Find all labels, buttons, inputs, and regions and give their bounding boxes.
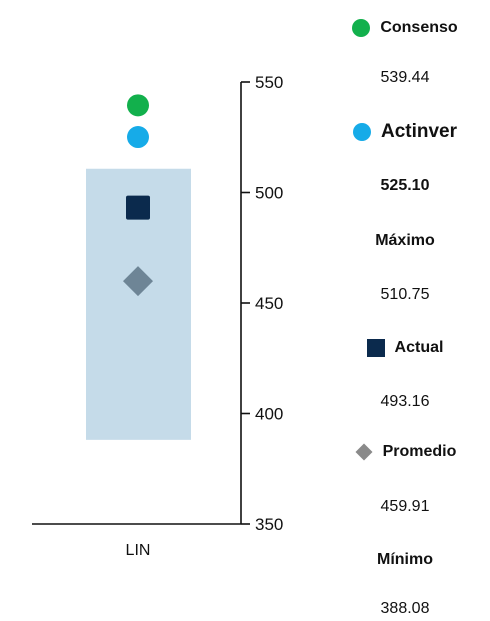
legend-label-minimo: Mínimo (377, 551, 433, 568)
point-consenso (127, 94, 149, 117)
legend-label-maximo: Máximo (375, 232, 435, 249)
legend-item-minimo: Mínimo (320, 546, 490, 574)
legend-value-actual: 493.16 (380, 393, 430, 410)
point-actinver (127, 126, 149, 149)
legend-label-actual: Actual (394, 339, 444, 356)
y-tick-label-550: 550 (255, 73, 283, 92)
legend-value-consenso: 539.44 (380, 69, 430, 86)
navy-square-icon (366, 339, 385, 357)
price-target-chart: 350 400 450 500 550 LIN (32, 73, 283, 559)
y-tick-label-500: 500 (255, 184, 283, 203)
legend-value-promedio: 459.91 (380, 498, 430, 515)
y-tick-label-350: 350 (255, 515, 283, 534)
legend-value-actinver: 525.10 (380, 177, 430, 194)
point-actual (126, 195, 150, 220)
legend-item-maximo: Máximo (320, 227, 490, 255)
legend-value-consenso-row: 539.44 (320, 64, 490, 92)
legend-value-maximo-row: 510.75 (320, 281, 490, 309)
y-tick-label-400: 400 (255, 405, 283, 424)
legend-label-actinver: Actinver (380, 121, 458, 142)
y-tick-label-450: 450 (255, 294, 283, 313)
legend-item-actual: Actual (320, 334, 490, 362)
legend-value-minimo: 388.08 (380, 600, 430, 617)
legend-value-promedio-row: 459.91 (320, 493, 490, 521)
legend-value-actual-row: 493.16 (320, 388, 490, 416)
legend: Consenso 539.44 Actinver 525.10 Máximo 5… (320, 0, 490, 618)
legend-label-consenso: Consenso (380, 19, 458, 36)
data-points (123, 94, 153, 297)
point-promedio (123, 266, 153, 297)
legend-label-promedio: Promedio (382, 443, 457, 460)
gray-diamond-icon (355, 443, 373, 461)
legend-value-actinver-row: 525.10 (320, 172, 490, 200)
blue-circle-icon (352, 123, 371, 141)
legend-item-actinver: Actinver (320, 116, 490, 148)
legend-item-promedio: Promedio (320, 438, 490, 466)
legend-item-consenso: Consenso (320, 14, 490, 42)
category-label-lin: LIN (126, 542, 151, 559)
legend-value-maximo: 510.75 (380, 286, 430, 303)
green-circle-icon (352, 19, 371, 37)
y-axis-ticks: 350 400 450 500 550 (241, 73, 283, 534)
legend-value-minimo-row: 388.08 (320, 597, 490, 621)
